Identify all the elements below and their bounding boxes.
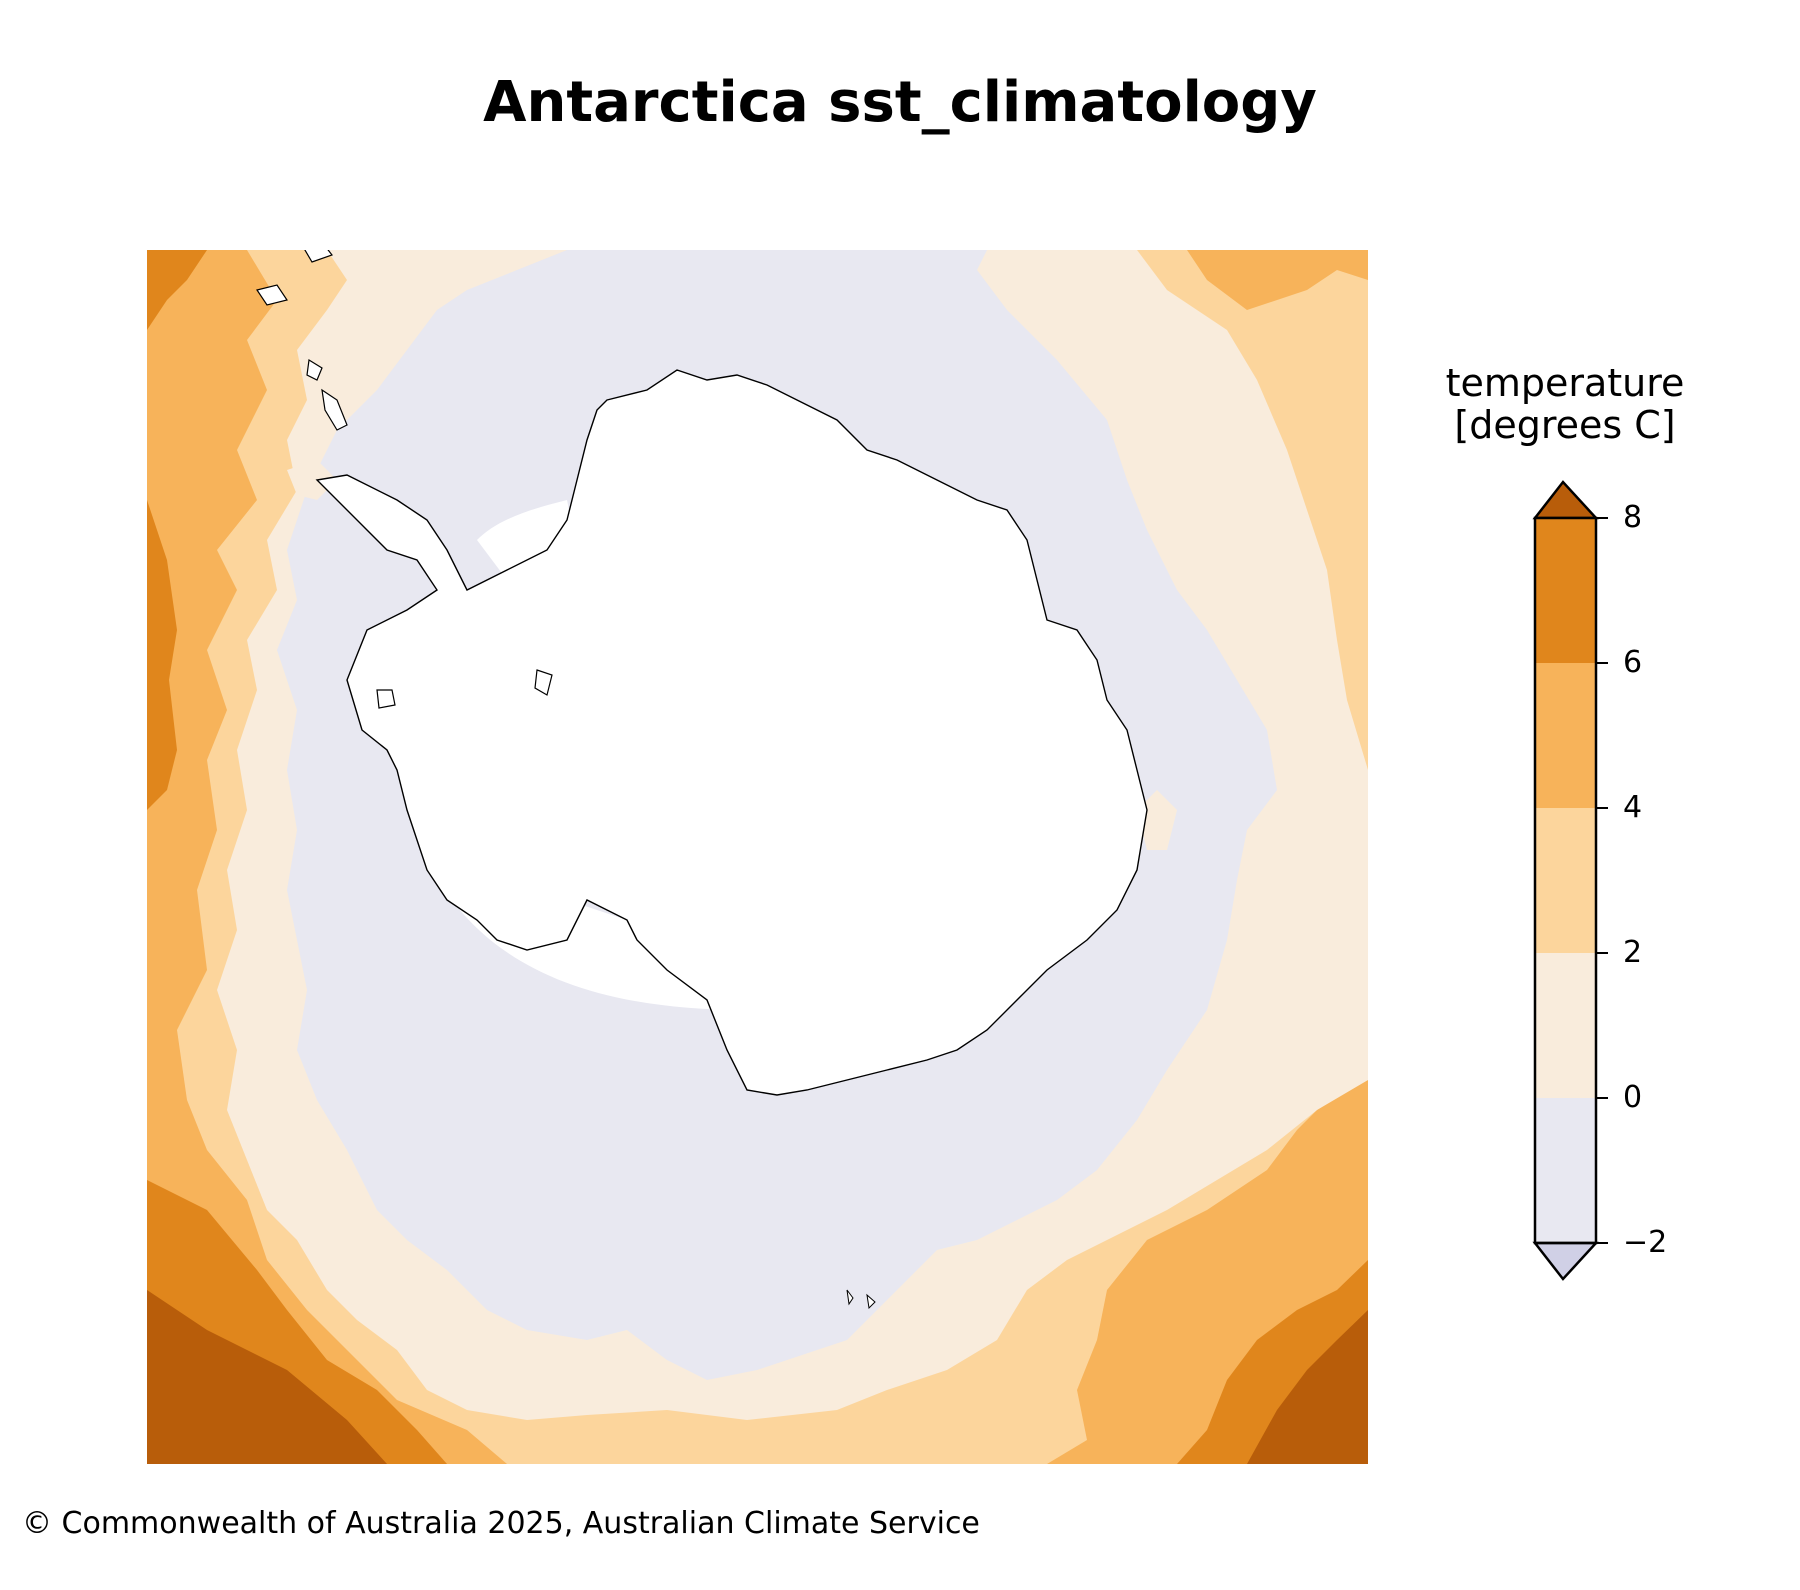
colorbar-tick-label: 2 xyxy=(1623,935,1643,970)
colorbar-extend-min xyxy=(1532,1241,1599,1281)
coastline-island xyxy=(376,689,396,709)
sst-patch xyxy=(287,460,337,500)
colorbar-band-neg2-0 xyxy=(1535,1098,1596,1243)
coastline-island xyxy=(256,284,288,306)
colorbar-tick-label: 0 xyxy=(1623,1080,1643,1115)
colorbar xyxy=(1532,480,1608,1281)
colorbar-tick-label: 6 xyxy=(1623,645,1643,680)
colorbar-title-line2: [degrees C] xyxy=(1454,403,1676,447)
colorbar-tick-label: 8 xyxy=(1623,500,1643,535)
coastline xyxy=(315,369,1148,1096)
colorbar-extend-max xyxy=(1532,480,1599,520)
colorbar-title-line1: temperature xyxy=(1445,361,1685,405)
colorbar-title: temperature [degrees C] xyxy=(1410,362,1720,446)
colorbar-band-4-6 xyxy=(1535,663,1596,808)
ross-ice-shelf xyxy=(407,810,767,1010)
colorbar-outline xyxy=(1533,516,1598,1245)
colorbar-tick-label: −2 xyxy=(1623,1225,1668,1260)
colorbar-band-0-2 xyxy=(1535,953,1596,1098)
coastline-island xyxy=(534,669,553,696)
sst-map xyxy=(147,250,1368,1464)
map-panel xyxy=(147,250,1368,1464)
copyright-notice: © Commonwealth of Australia 2025, Austra… xyxy=(22,1506,980,1541)
sst-patch xyxy=(1137,790,1177,850)
coastline-island xyxy=(866,1293,876,1310)
map-title: Antarctica sst_climatology xyxy=(483,70,1317,135)
colorbar-band-6-8 xyxy=(1535,518,1596,663)
coastline-island xyxy=(846,1289,854,1306)
colorbar-band-2-4 xyxy=(1535,808,1596,953)
coastline-island xyxy=(306,359,323,381)
ronne-ice-shelf xyxy=(477,500,577,580)
coastline-island xyxy=(304,250,333,263)
coastline-island xyxy=(321,388,348,431)
colorbar-tick-label: 4 xyxy=(1623,790,1643,825)
